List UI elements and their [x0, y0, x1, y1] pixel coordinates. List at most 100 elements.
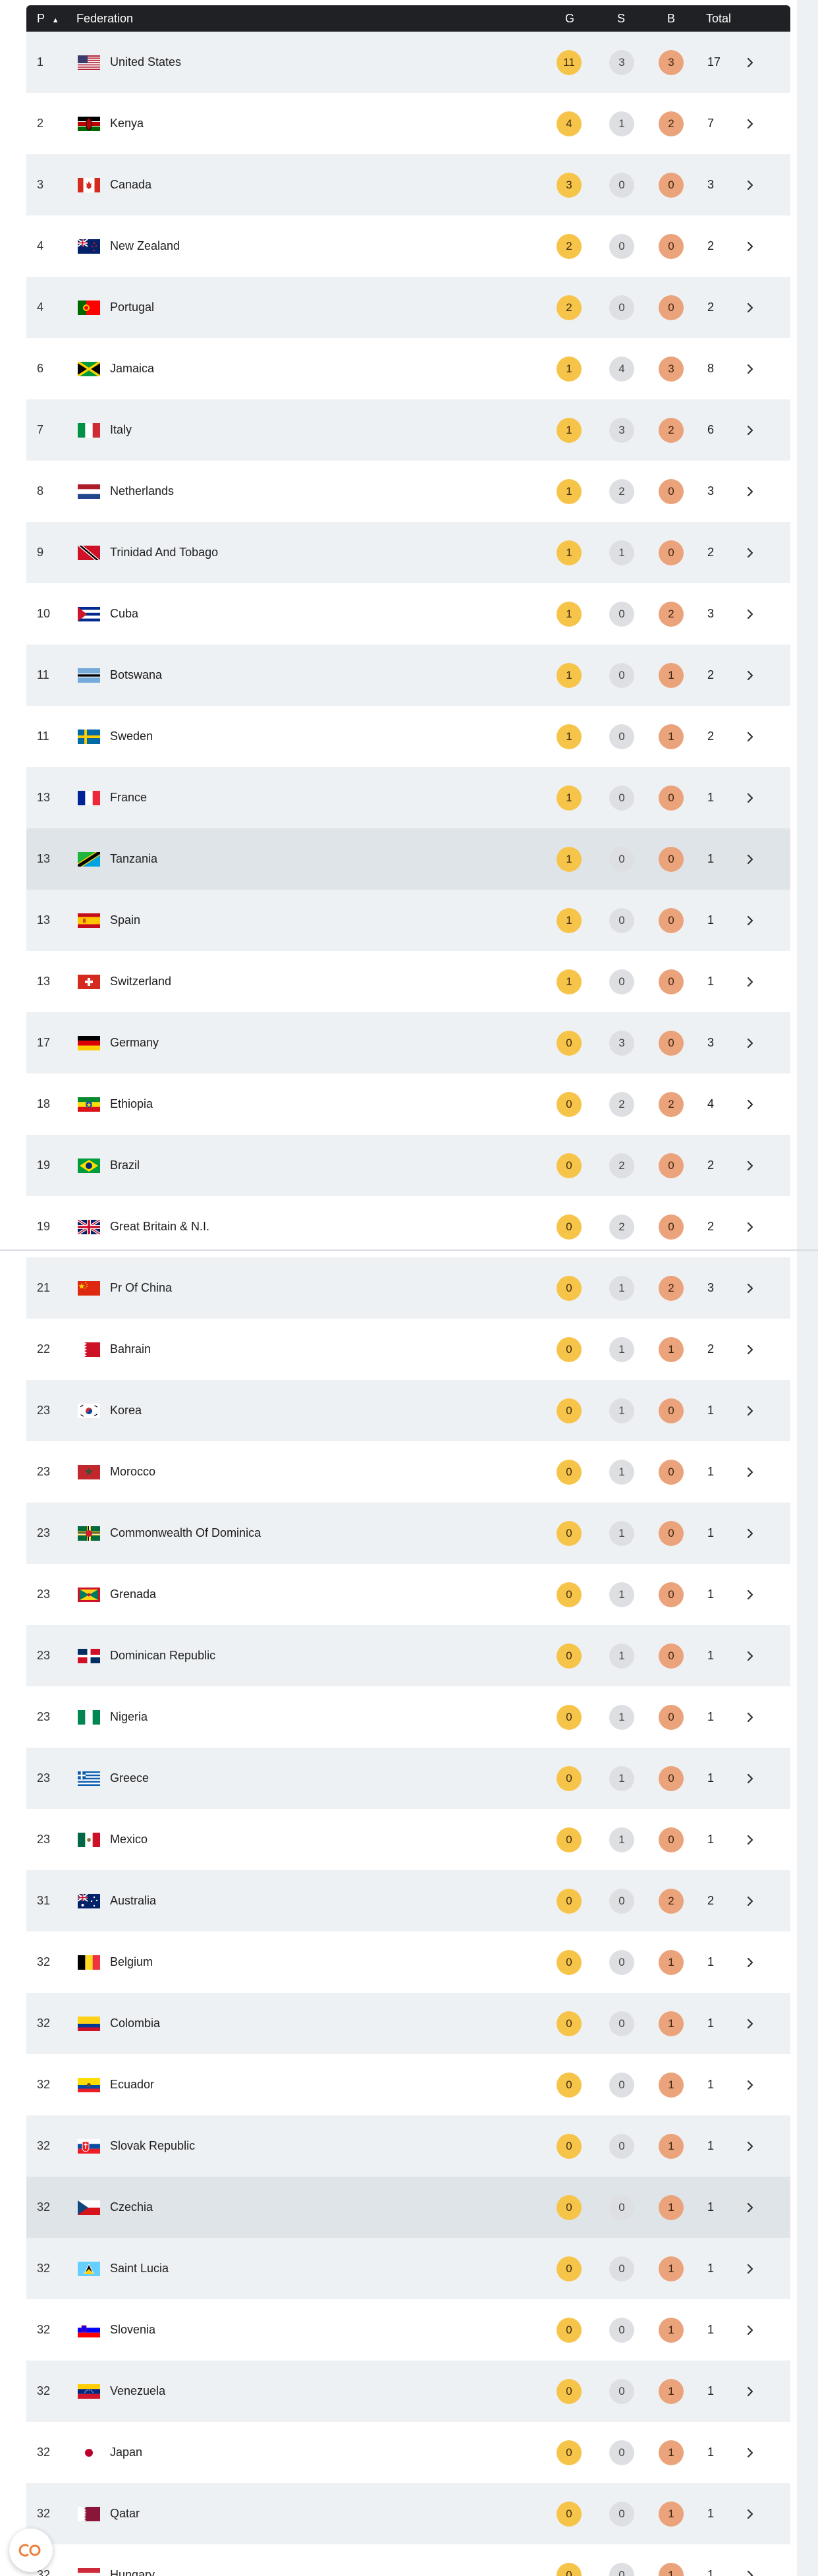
chevron-right-icon[interactable] [746, 1319, 765, 1380]
federation-name[interactable]: Grenada [110, 1588, 157, 1601]
federation-name[interactable]: Nigeria [110, 1710, 148, 1723]
chevron-right-icon[interactable] [746, 828, 765, 890]
chevron-right-icon[interactable] [746, 1441, 765, 1503]
federation-name[interactable]: Ecuador [110, 2078, 155, 2091]
chevron-right-icon[interactable] [746, 951, 765, 1012]
federation-name[interactable]: Germany [110, 1036, 159, 1049]
table-row[interactable]: 32 Belgium 0 0 1 1 [26, 1932, 790, 1993]
chevron-right-icon[interactable] [746, 583, 765, 644]
bronze-column-header[interactable]: B [667, 12, 675, 25]
chevron-right-icon[interactable] [746, 1564, 765, 1625]
federation-name[interactable]: Cuba [110, 607, 139, 620]
chevron-right-icon[interactable] [746, 1196, 765, 1257]
chevron-right-icon[interactable] [746, 2483, 765, 2544]
federation-column-header[interactable]: Federation [76, 12, 134, 25]
table-row[interactable]: 32 Ecuador 0 0 1 1 [26, 2054, 790, 2116]
table-row[interactable]: 23 Morocco 0 1 0 1 [26, 1441, 790, 1503]
federation-name[interactable]: Jamaica [110, 362, 155, 375]
federation-name[interactable]: Slovenia [110, 2323, 156, 2336]
chevron-right-icon[interactable] [746, 2544, 765, 2576]
table-row[interactable]: 2 Kenya 4 1 2 7 [26, 93, 790, 155]
chevron-right-icon[interactable] [746, 1686, 765, 1748]
federation-name[interactable]: New Zealand [110, 239, 180, 252]
federation-name[interactable]: Spain [110, 913, 141, 927]
chevron-right-icon[interactable] [746, 1073, 765, 1135]
table-row[interactable]: 11 Sweden 1 0 1 2 [26, 706, 790, 768]
chevron-right-icon[interactable] [746, 277, 765, 338]
table-row[interactable]: 32 Hungary 0 0 1 1 [26, 2544, 790, 2576]
table-row[interactable]: 32 Slovenia 0 0 1 1 [26, 2299, 790, 2361]
table-row[interactable]: 23 Nigeria 0 1 0 1 [26, 1686, 790, 1748]
table-row[interactable]: 32 Japan 0 0 1 1 [26, 2422, 790, 2484]
chevron-right-icon[interactable] [746, 2238, 765, 2299]
federation-name[interactable]: Morocco [110, 1465, 156, 1478]
chevron-right-icon[interactable] [746, 2115, 765, 2177]
federation-name[interactable]: France [110, 791, 148, 804]
federation-name[interactable]: Commonwealth Of Dominica [110, 1526, 261, 1539]
position-column-header[interactable]: P ▲ [37, 5, 59, 32]
chevron-right-icon[interactable] [746, 1257, 765, 1319]
table-row[interactable]: 4 Portugal 2 0 0 2 [26, 277, 790, 339]
chevron-right-icon[interactable] [746, 1012, 765, 1073]
chevron-right-icon[interactable] [746, 890, 765, 951]
table-row[interactable]: 6 Jamaica 1 4 3 8 [26, 338, 790, 400]
federation-name[interactable]: Qatar [110, 2507, 140, 2520]
federation-name[interactable]: Switzerland [110, 975, 172, 988]
table-row[interactable]: 32 Saint Lucia 0 0 1 1 [26, 2238, 790, 2300]
table-row[interactable]: 23 Dominican Republic 0 1 0 1 [26, 1625, 790, 1687]
table-row[interactable]: 18 Ethiopia 0 2 2 4 [26, 1073, 790, 1135]
table-row[interactable]: 23 Mexico 0 1 0 1 [26, 1809, 790, 1871]
table-row[interactable]: 21 Pr Of China 0 1 2 3 [26, 1257, 790, 1319]
federation-name[interactable]: Czechia [110, 2200, 153, 2214]
chevron-right-icon[interactable] [746, 1135, 765, 1196]
federation-name[interactable]: Greece [110, 1771, 150, 1785]
table-row[interactable]: 17 Germany 0 3 0 3 [26, 1012, 790, 1074]
chevron-right-icon[interactable] [746, 1625, 765, 1686]
table-row[interactable]: 10 Cuba 1 0 2 3 [26, 583, 790, 645]
federation-name[interactable]: Australia [110, 1894, 157, 1907]
chevron-right-icon[interactable] [746, 2177, 765, 2238]
federation-name[interactable]: Trinidad And Tobago [110, 546, 219, 559]
table-row[interactable]: 13 France 1 0 0 1 [26, 767, 790, 829]
chevron-right-icon[interactable] [746, 706, 765, 767]
table-row[interactable]: 19 Brazil 0 2 0 2 [26, 1135, 790, 1197]
federation-name[interactable]: Saint Lucia [110, 2262, 169, 2275]
federation-name[interactable]: Tanzania [110, 852, 158, 865]
federation-name[interactable]: Pr Of China [110, 1281, 173, 1294]
table-row[interactable]: 23 Grenada 0 1 0 1 [26, 1564, 790, 1626]
table-row[interactable]: 9 Trinidad And Tobago 1 1 0 2 [26, 522, 790, 584]
chevron-right-icon[interactable] [746, 1380, 765, 1441]
chevron-right-icon[interactable] [746, 154, 765, 215]
table-row[interactable]: 31 Australia 0 0 2 2 [26, 1870, 790, 1932]
chevron-right-icon[interactable] [746, 93, 765, 154]
chevron-right-icon[interactable] [746, 215, 765, 277]
table-row[interactable]: 13 Switzerland 1 0 0 1 [26, 951, 790, 1013]
table-row[interactable]: 23 Korea 0 1 0 1 [26, 1380, 790, 1442]
table-row[interactable]: 13 Spain 1 0 0 1 [26, 890, 790, 952]
federation-name[interactable]: Canada [110, 178, 152, 191]
table-row[interactable]: 8 Netherlands 1 2 0 3 [26, 461, 790, 523]
chevron-right-icon[interactable] [746, 2361, 765, 2422]
chevron-right-icon[interactable] [746, 338, 765, 399]
table-row[interactable]: 3 Canada 3 0 0 3 [26, 154, 790, 216]
table-row[interactable]: 13 Tanzania 1 0 0 1 [26, 828, 790, 890]
total-column-header[interactable]: Total [706, 12, 732, 25]
cookie-settings-button[interactable] [9, 2529, 53, 2572]
table-row[interactable]: 32 Qatar 0 0 1 1 [26, 2483, 790, 2545]
table-row[interactable]: 11 Botswana 1 0 1 2 [26, 644, 790, 706]
federation-name[interactable]: Hungary [110, 2568, 155, 2576]
table-row[interactable]: 19 Great Britain & N.I. 0 2 0 2 [26, 1196, 790, 1258]
chevron-right-icon[interactable] [746, 644, 765, 706]
table-row[interactable]: 7 Italy 1 3 2 6 [26, 399, 790, 461]
chevron-right-icon[interactable] [746, 1932, 765, 1993]
chevron-right-icon[interactable] [746, 2422, 765, 2483]
chevron-right-icon[interactable] [746, 522, 765, 583]
federation-name[interactable]: Portugal [110, 301, 155, 314]
chevron-right-icon[interactable] [746, 32, 765, 93]
federation-name[interactable]: Venezuela [110, 2384, 166, 2397]
federation-name[interactable]: Sweden [110, 730, 153, 743]
federation-name[interactable]: Italy [110, 423, 132, 436]
chevron-right-icon[interactable] [746, 1503, 765, 1564]
federation-name[interactable]: Japan [110, 2446, 143, 2459]
federation-name[interactable]: United States [110, 55, 182, 69]
